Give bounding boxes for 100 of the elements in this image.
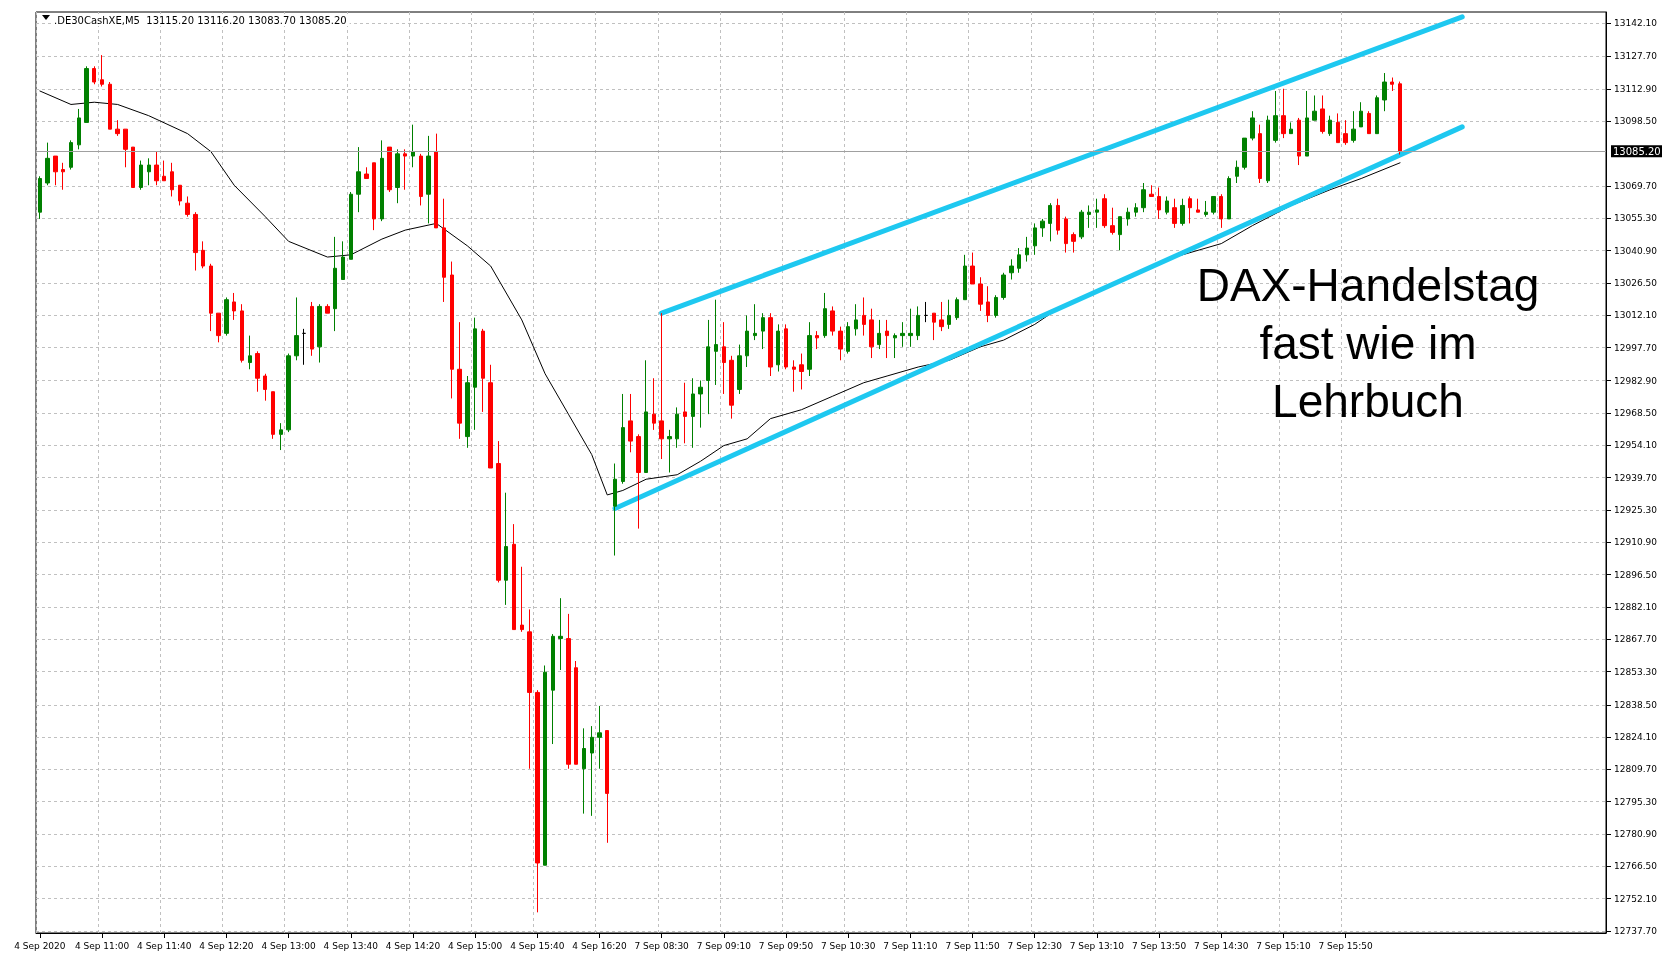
- candlestick: [77, 108, 81, 150]
- candlestick: [271, 391, 275, 440]
- candlestick: [535, 689, 540, 913]
- candlestick: [1219, 193, 1223, 229]
- candlestick: [924, 301, 928, 323]
- candlestick: [520, 566, 524, 633]
- candlestick: [761, 312, 765, 350]
- x-tick-label: 7 Sep 11:50: [945, 940, 1000, 951]
- candlestick: [224, 296, 229, 337]
- candlestick: [1351, 110, 1356, 144]
- y-tick-label: 13026.50: [1614, 277, 1658, 288]
- candlestick: [1359, 101, 1363, 128]
- y-tick-label: 12795.30: [1614, 796, 1658, 807]
- candlestick: [877, 319, 881, 350]
- candlestick: [597, 705, 602, 770]
- candlestick: [1071, 231, 1076, 254]
- y-tick-label: 13012.10: [1614, 310, 1658, 321]
- y-tick-label: 13142.10: [1614, 18, 1658, 29]
- y-tick-label: 12882.10: [1614, 601, 1658, 612]
- candlestick: [799, 353, 804, 390]
- candlestick: [1102, 193, 1107, 229]
- candlestick: [1033, 222, 1037, 256]
- x-tick-label: 7 Sep 15:10: [1256, 940, 1311, 951]
- candlestick: [729, 355, 734, 420]
- candlestick: [815, 330, 819, 350]
- candlestick: [1048, 202, 1052, 242]
- y-tick-label: 12939.70: [1614, 472, 1658, 483]
- y-tick-label: 12853.30: [1614, 666, 1658, 677]
- candlestick: [714, 299, 718, 386]
- candlestick: [823, 292, 827, 339]
- candlestick: [53, 155, 58, 186]
- candlestick: [970, 252, 975, 285]
- candlestick: [621, 393, 625, 485]
- candlestick: [854, 303, 858, 337]
- candlestick: [986, 285, 990, 323]
- candlestick: [846, 321, 850, 355]
- candlestick: [504, 492, 508, 606]
- candlestick: [356, 146, 361, 213]
- candlestick: [1110, 207, 1115, 236]
- candlestick: [862, 296, 866, 337]
- x-tick-label: 7 Sep 09:10: [696, 940, 752, 951]
- candlestick: [341, 240, 345, 280]
- y-tick-label: 12824.10: [1614, 732, 1658, 743]
- candlestick: [963, 254, 967, 301]
- candlestick: [403, 148, 407, 191]
- candlestick: [1235, 160, 1239, 184]
- candlestick: [364, 166, 369, 180]
- candlestick: [1343, 119, 1348, 146]
- x-tick-label: 7 Sep 09:50: [758, 940, 814, 951]
- candlestick: [978, 276, 983, 312]
- ref-line-label: 13085.20: [1613, 145, 1661, 157]
- candlestick: [566, 613, 571, 770]
- x-tick-label: 4 Sep 14:20: [385, 940, 441, 951]
- candlestick: [1305, 90, 1309, 157]
- candlestick: [232, 292, 236, 321]
- candlestick: [947, 299, 951, 330]
- candlestick: [869, 308, 874, 359]
- candlestick: [753, 303, 757, 341]
- candlestick: [1149, 184, 1154, 197]
- candlestick: [1375, 94, 1379, 135]
- candlestick: [61, 162, 65, 191]
- candlestick: [706, 319, 710, 415]
- candlestick: [1040, 218, 1045, 238]
- candlestick: [1320, 94, 1325, 135]
- candlestick: [908, 308, 913, 348]
- candlestick: [263, 373, 267, 402]
- x-tick-label: 7 Sep 11:10: [883, 940, 938, 951]
- x-tick-label: 7 Sep 10:30: [821, 940, 876, 951]
- candlestick: [1095, 198, 1099, 229]
- x-tick-label: 4 Sep 15:40: [510, 940, 565, 951]
- y-tick-label: 13127.70: [1614, 50, 1658, 61]
- candlestick: [123, 128, 128, 168]
- candlestick: [659, 312, 664, 460]
- candlestick: [1273, 90, 1278, 144]
- candlestick: [512, 523, 516, 631]
- candlestick: [1064, 216, 1068, 254]
- x-tick-label: 4 Sep 16:20: [572, 940, 627, 951]
- candlestick: [838, 326, 843, 361]
- candlestick: [450, 261, 454, 399]
- candlestick: [551, 633, 555, 745]
- candlestick: [784, 323, 788, 370]
- candlestick: [1328, 115, 1332, 137]
- candlestick: [255, 350, 260, 393]
- candlestick: [636, 433, 641, 530]
- candlestick: [1266, 115, 1270, 184]
- candlestick: [349, 191, 353, 260]
- candlestick: [38, 175, 42, 220]
- candlestick: [885, 319, 889, 359]
- candlestick: [613, 463, 617, 557]
- candlestick: [1211, 195, 1216, 215]
- candlestick: [900, 321, 905, 348]
- candlestick: [1017, 247, 1021, 274]
- candlestick: [1250, 110, 1255, 141]
- candlestick: [185, 195, 190, 218]
- candlestick: [209, 263, 213, 332]
- y-tick-label: 12997.70: [1614, 342, 1658, 353]
- candlestick: [240, 303, 244, 364]
- candlestick: [387, 146, 392, 193]
- x-tick-label: 4 Sep 15:00: [447, 940, 503, 951]
- candlestick: [442, 198, 446, 303]
